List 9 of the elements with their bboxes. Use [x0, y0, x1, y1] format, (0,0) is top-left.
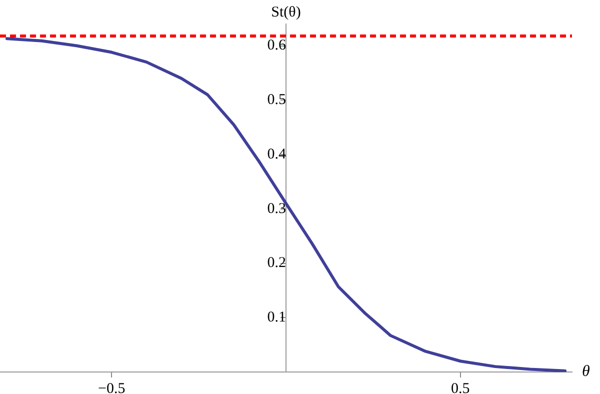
y-tick-label: 0.6 — [267, 38, 286, 54]
y-tick-label: 0.4 — [267, 146, 286, 162]
x-axis-title: θ — [582, 363, 590, 380]
y-tick-label: 0.1 — [267, 310, 286, 326]
y-tick-label: 0.5 — [267, 92, 286, 108]
y-tick-label: 0.2 — [267, 255, 286, 272]
y-tick-label: 0.3 — [267, 200, 286, 217]
y-axis-title: St(θ) — [271, 4, 301, 20]
x-tick-label: −0.5 — [98, 380, 126, 394]
